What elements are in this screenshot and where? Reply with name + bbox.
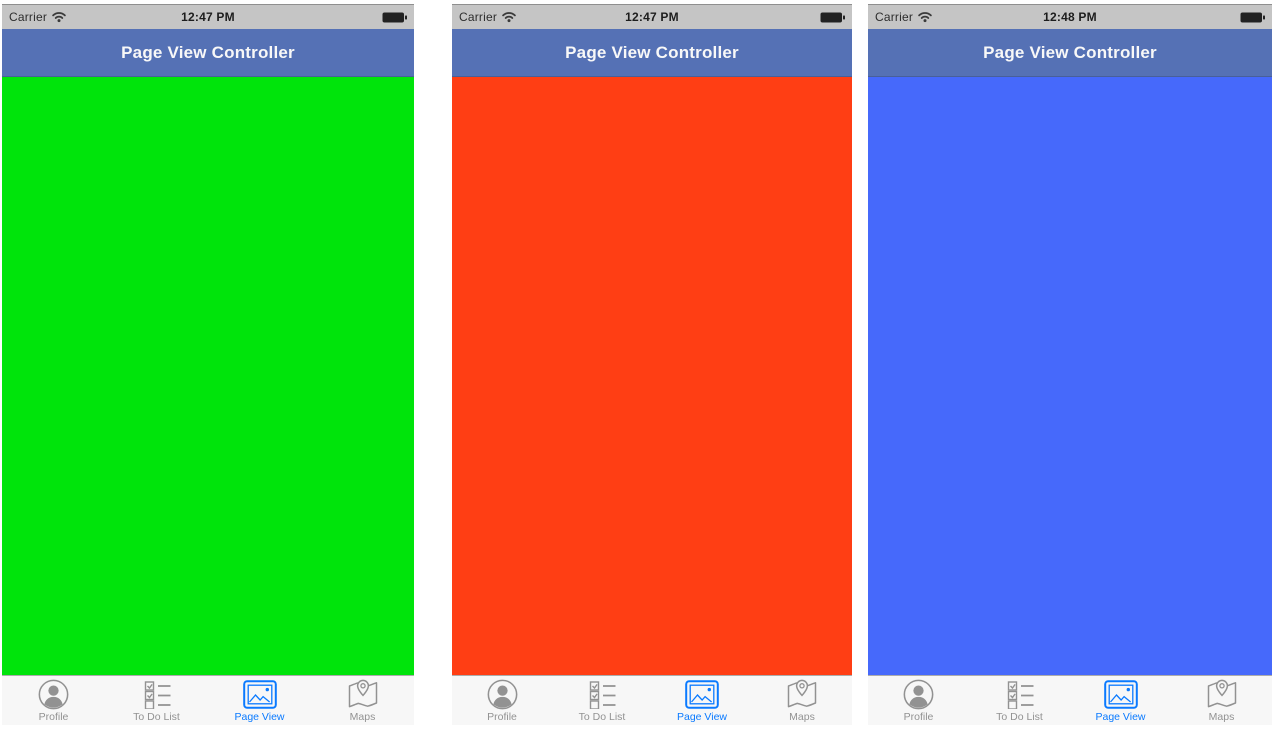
battery-icon bbox=[820, 12, 845, 23]
checklist-icon bbox=[140, 678, 174, 711]
battery-icon bbox=[1240, 12, 1265, 23]
map-icon bbox=[785, 678, 819, 711]
person-icon bbox=[903, 678, 934, 711]
tab-page-view[interactable]: Page View bbox=[208, 676, 311, 725]
navigation-bar: Page View Controller bbox=[868, 29, 1272, 77]
tab-maps[interactable]: Maps bbox=[752, 676, 852, 725]
clock: 12:47 PM bbox=[181, 10, 235, 24]
tab-label: Profile bbox=[38, 711, 69, 723]
page-view-content-blue[interactable] bbox=[868, 77, 1272, 675]
wifi-icon bbox=[917, 11, 933, 23]
clock: 12:48 PM bbox=[1043, 10, 1097, 24]
status-bar: Carrier 12:47 PM bbox=[2, 4, 414, 29]
page-title: Page View Controller bbox=[565, 42, 739, 62]
tab-profile[interactable]: Profile bbox=[868, 676, 969, 725]
tab-label: To Do List bbox=[996, 711, 1043, 723]
tab-label: Maps bbox=[349, 711, 376, 723]
photo-icon bbox=[242, 678, 277, 711]
person-icon bbox=[487, 678, 518, 711]
tab-profile[interactable]: Profile bbox=[452, 676, 552, 725]
tab-label: Profile bbox=[487, 711, 517, 723]
map-icon bbox=[346, 678, 380, 711]
carrier-label: Carrier bbox=[459, 10, 498, 24]
navigation-bar: Page View Controller bbox=[452, 29, 852, 77]
wifi-icon bbox=[501, 11, 517, 23]
iphone-screenshot-red: Carrier 12:47 PM Page View Controller bbox=[452, 4, 852, 725]
tab-label: Page View bbox=[1095, 711, 1146, 723]
tab-page-view[interactable]: Page View bbox=[652, 676, 752, 725]
battery-icon bbox=[382, 12, 407, 23]
page-view-content-green[interactable] bbox=[2, 77, 414, 675]
tab-label: Profile bbox=[903, 711, 934, 723]
tab-bar: Profile To Do List bbox=[452, 675, 852, 725]
page-title: Page View Controller bbox=[121, 42, 295, 62]
checklist-icon bbox=[1003, 678, 1037, 711]
page-view-content-red[interactable] bbox=[452, 77, 852, 675]
tab-label: To Do List bbox=[578, 711, 626, 723]
tab-maps[interactable]: Maps bbox=[311, 676, 414, 725]
iphone-screenshot-blue: Carrier 12:48 PM Page View Controller bbox=[868, 4, 1272, 725]
navigation-bar: Page View Controller bbox=[2, 29, 414, 77]
person-icon bbox=[38, 678, 69, 711]
tab-label: Page View bbox=[234, 711, 285, 723]
map-icon bbox=[1205, 678, 1239, 711]
tab-to-do-list[interactable]: To Do List bbox=[969, 676, 1070, 725]
status-bar: Carrier 12:48 PM bbox=[868, 4, 1272, 29]
tab-maps[interactable]: Maps bbox=[1171, 676, 1272, 725]
carrier-label: Carrier bbox=[9, 10, 48, 24]
carrier-label: Carrier bbox=[875, 10, 914, 24]
tab-bar: Profile To Do List bbox=[868, 675, 1272, 725]
tab-label: Maps bbox=[1208, 711, 1235, 723]
tab-profile[interactable]: Profile bbox=[2, 676, 105, 725]
photo-icon bbox=[685, 678, 719, 711]
checklist-icon bbox=[585, 678, 619, 711]
tab-label: Maps bbox=[789, 711, 815, 723]
clock: 12:47 PM bbox=[625, 10, 679, 24]
page-title: Page View Controller bbox=[983, 42, 1157, 62]
wifi-icon bbox=[51, 11, 67, 23]
tab-bar: Profile To Do List bbox=[2, 675, 414, 725]
tab-label: To Do List bbox=[133, 711, 180, 723]
tab-to-do-list[interactable]: To Do List bbox=[552, 676, 652, 725]
tab-to-do-list[interactable]: To Do List bbox=[105, 676, 208, 725]
tab-page-view[interactable]: Page View bbox=[1070, 676, 1171, 725]
photo-icon bbox=[1103, 678, 1138, 711]
status-bar: Carrier 12:47 PM bbox=[452, 4, 852, 29]
tab-label: Page View bbox=[676, 711, 727, 723]
iphone-screenshot-green: Carrier 12:47 PM Page View Controller bbox=[2, 4, 414, 725]
